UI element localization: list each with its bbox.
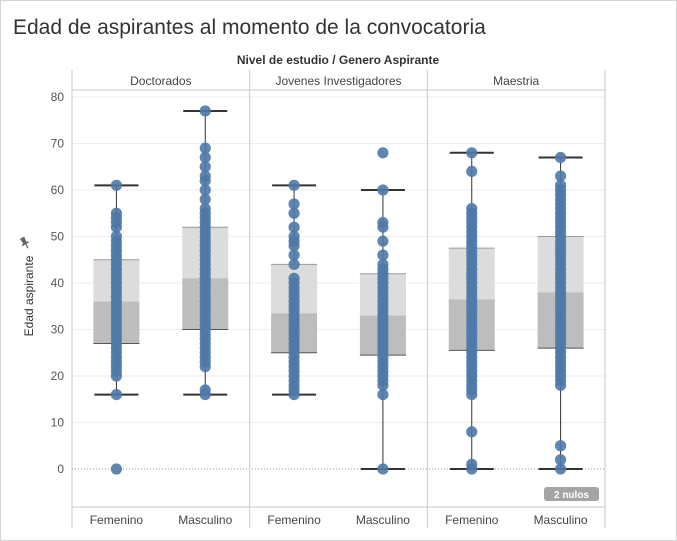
data-point[interactable]	[377, 258, 389, 270]
y-tick-label: 80	[51, 90, 65, 104]
data-point[interactable]	[199, 203, 211, 215]
y-tick-label: 70	[51, 137, 65, 151]
panel-header: Jovenes Investigadores	[275, 74, 401, 88]
data-point[interactable]	[554, 151, 567, 164]
panel-header: Maestria	[493, 74, 539, 88]
data-point[interactable]	[199, 170, 211, 182]
data-point[interactable]	[466, 147, 478, 159]
data-point[interactable]	[288, 230, 300, 243]
data-point[interactable]	[466, 165, 478, 177]
x-tick-label: Masculino	[178, 513, 232, 527]
x-tick-label: Masculino	[534, 513, 588, 527]
data-point[interactable]	[110, 230, 123, 243]
data-point[interactable]	[288, 272, 300, 284]
data-point[interactable]	[377, 184, 389, 196]
y-tick-label: 10	[51, 416, 65, 430]
data-point[interactable]	[377, 463, 389, 475]
data-point[interactable]	[288, 179, 300, 191]
data-point[interactable]	[466, 458, 478, 470]
y-tick-label: 50	[51, 230, 65, 244]
data-point[interactable]	[199, 193, 211, 205]
dot-layer	[110, 105, 567, 475]
data-point[interactable]	[466, 426, 478, 438]
data-point[interactable]	[288, 221, 300, 233]
data-point[interactable]	[199, 161, 211, 173]
x-tick-label: Femenino	[445, 513, 499, 527]
data-point[interactable]	[377, 389, 389, 401]
data-point[interactable]	[554, 179, 567, 191]
y-axis-label: Edad aspirante	[22, 255, 36, 336]
x-tick-label: Femenino	[90, 513, 144, 527]
data-point[interactable]	[466, 203, 478, 215]
data-point[interactable]	[554, 440, 567, 452]
y-tick-label: 40	[51, 276, 65, 290]
nulls-badge[interactable]: 2 nulos	[544, 487, 599, 501]
data-point[interactable]	[110, 179, 123, 191]
panel-frames	[71, 70, 606, 528]
data-point[interactable]	[377, 235, 389, 247]
y-tick-label: 60	[51, 183, 65, 197]
y-tick-label: 0	[57, 462, 64, 476]
data-point[interactable]	[554, 170, 567, 182]
data-point[interactable]	[288, 207, 300, 219]
data-point[interactable]	[199, 384, 211, 396]
data-point[interactable]	[110, 389, 123, 401]
y-tick-label: 20	[51, 369, 65, 383]
panel-header: Doctorados	[130, 74, 191, 88]
data-point[interactable]	[288, 258, 300, 270]
data-point[interactable]	[110, 207, 123, 219]
data-point[interactable]	[554, 463, 567, 475]
data-point[interactable]	[288, 249, 300, 261]
x-tick-label: Masculino	[356, 513, 410, 527]
data-point[interactable]	[199, 142, 211, 154]
data-point[interactable]	[377, 216, 389, 229]
box-layer	[93, 109, 584, 470]
data-point[interactable]	[199, 151, 211, 164]
nulls-badge-text: 2 nulos	[554, 490, 589, 501]
grid-lines	[72, 96, 605, 470]
data-point[interactable]	[199, 105, 211, 117]
data-point[interactable]	[377, 249, 389, 261]
data-point[interactable]	[199, 184, 211, 196]
data-point[interactable]	[377, 147, 389, 159]
y-tick-label: 30	[51, 323, 65, 337]
data-point[interactable]	[554, 454, 567, 466]
data-point[interactable]	[110, 463, 123, 475]
column-header: Nivel de estudio / Genero Aspirante	[237, 53, 440, 67]
data-point[interactable]	[288, 198, 300, 210]
x-tick-label: Femenino	[267, 513, 321, 527]
pin-icon[interactable]	[18, 236, 32, 251]
chart-title: Edad de aspirantes al momento de la conv…	[13, 16, 486, 39]
